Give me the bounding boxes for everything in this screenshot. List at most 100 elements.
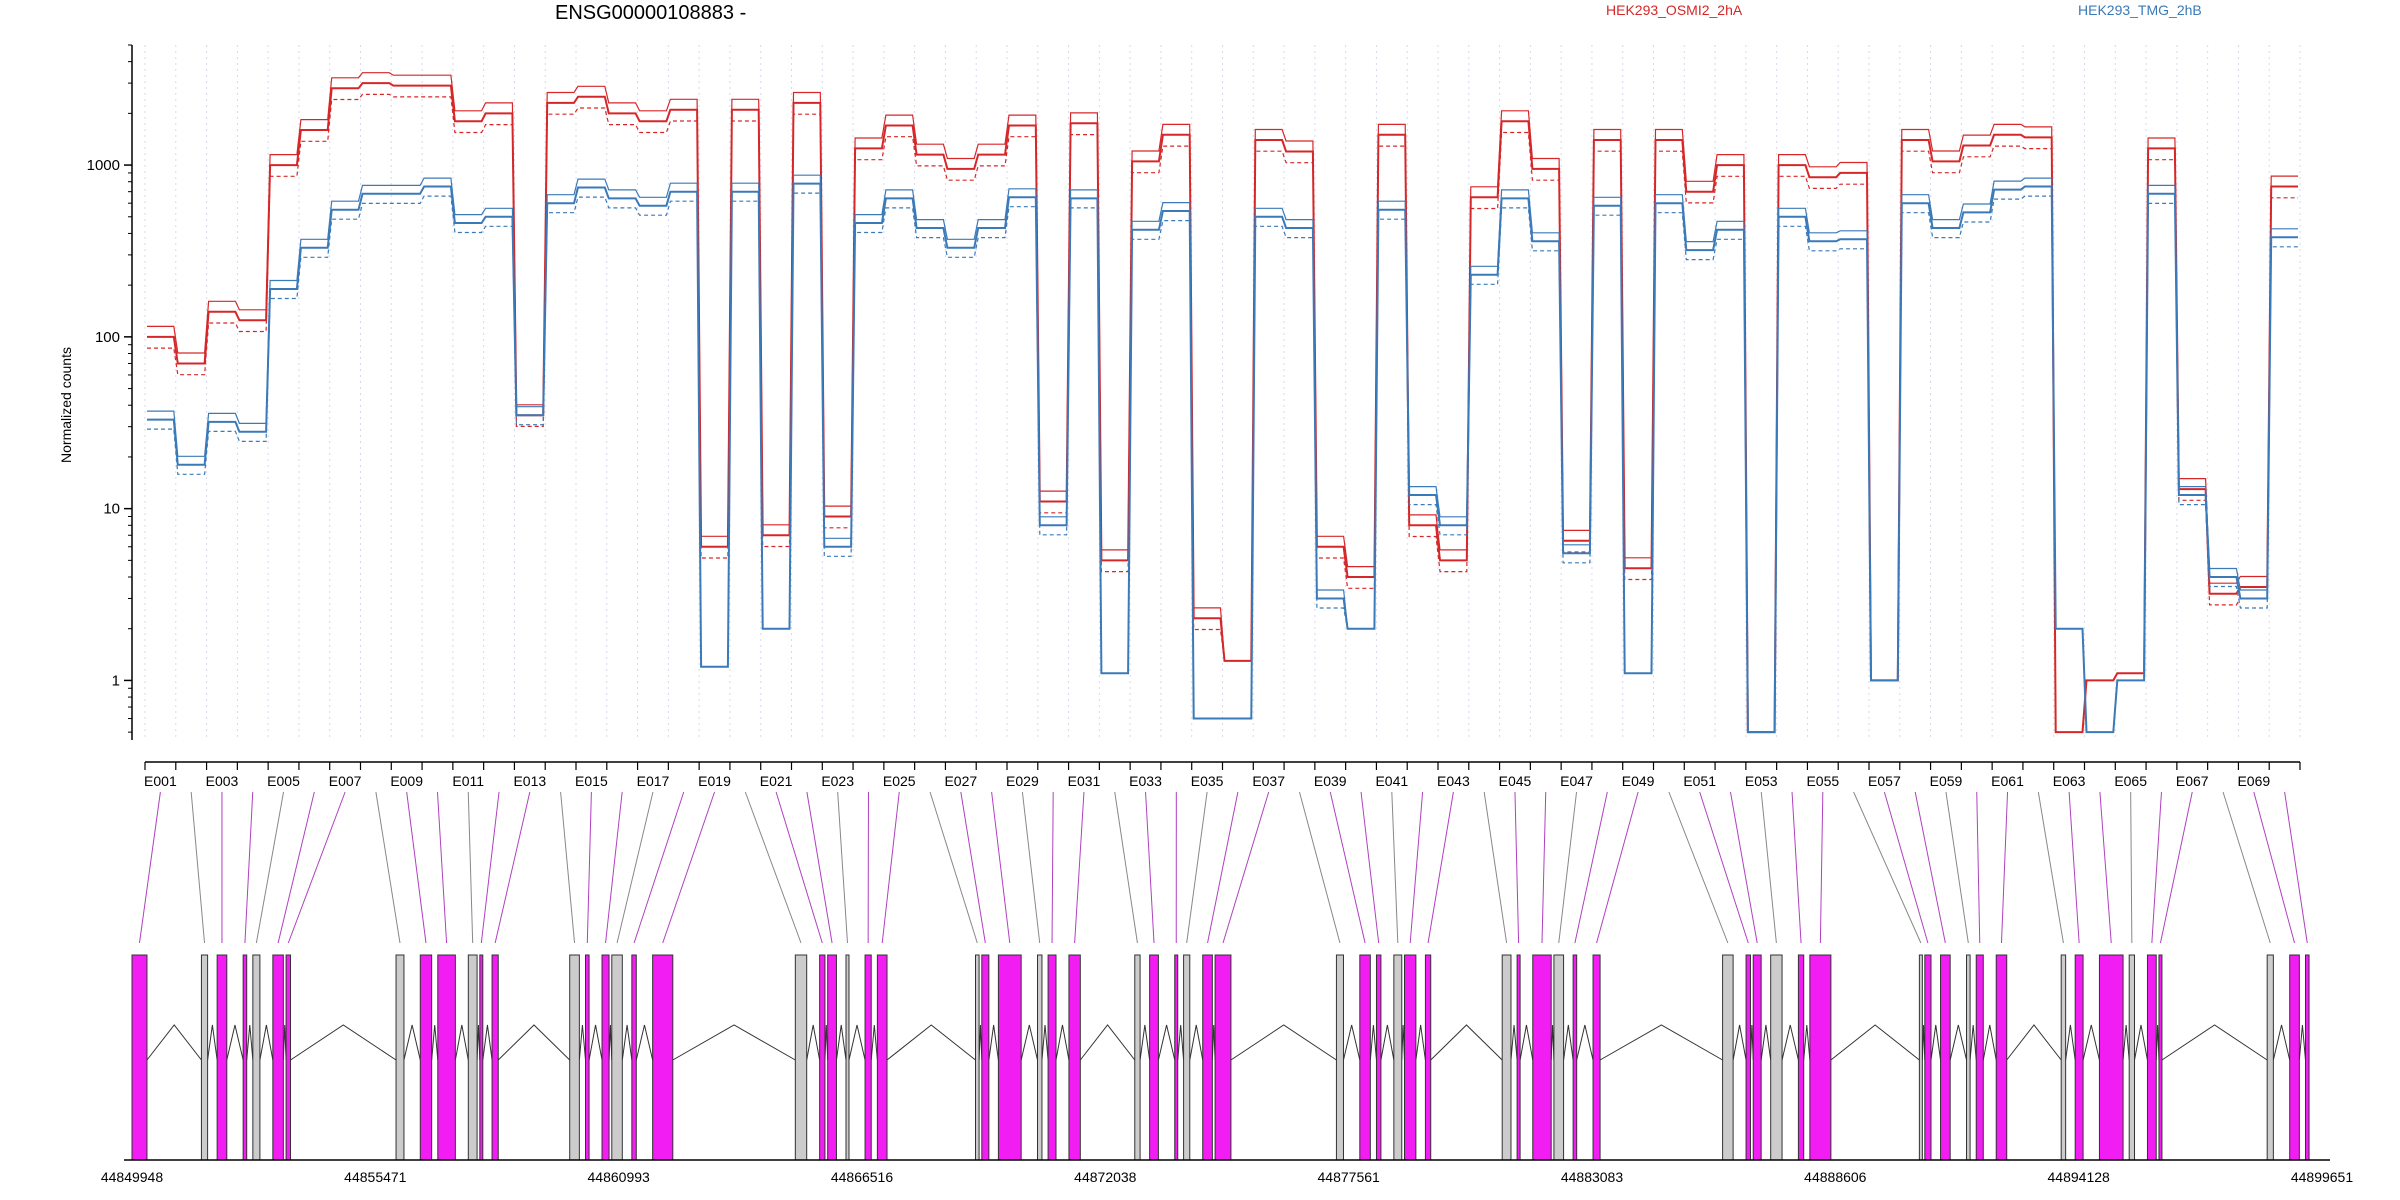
exon-block bbox=[1375, 954, 1382, 1161]
exon-connector bbox=[806, 791, 833, 944]
genomic-tick-label: 44899651 bbox=[2291, 1169, 2354, 1185]
exon-tick-label: E067 bbox=[2176, 773, 2209, 789]
exon-block bbox=[1183, 954, 1191, 1161]
exon-connector bbox=[2284, 791, 2308, 944]
y-tick-label: 10 bbox=[103, 501, 120, 518]
exon-block bbox=[1797, 954, 1805, 1161]
intron-line bbox=[431, 1024, 439, 1061]
exon-connector bbox=[287, 791, 346, 944]
exon-tick-label: E001 bbox=[144, 773, 177, 789]
exon-connector bbox=[991, 791, 1011, 944]
exon-block bbox=[876, 954, 888, 1161]
exon-connector bbox=[1360, 791, 1380, 944]
exon-tick-label: E063 bbox=[2053, 773, 2086, 789]
exon-connector bbox=[467, 791, 474, 944]
exon-tick-label: E057 bbox=[1868, 773, 1901, 789]
intron-line bbox=[1803, 1024, 1811, 1061]
exon-block bbox=[272, 954, 284, 1161]
exon-block bbox=[252, 954, 261, 1161]
intron-line bbox=[848, 1024, 866, 1061]
intron-line bbox=[2006, 1024, 2062, 1061]
intron-line bbox=[1760, 1024, 1772, 1061]
exon-block bbox=[1068, 954, 1081, 1161]
exon-block bbox=[1202, 954, 1213, 1161]
exon-connector bbox=[2068, 791, 2080, 944]
exon-block bbox=[1134, 954, 1141, 1161]
intron-line bbox=[1380, 1024, 1395, 1061]
exon-block bbox=[2289, 954, 2300, 1161]
exon-block bbox=[845, 954, 850, 1161]
exon-connector bbox=[1914, 791, 1946, 944]
exon-connector bbox=[1483, 791, 1508, 944]
exon-connector bbox=[1298, 791, 1341, 944]
intron-line bbox=[2161, 1024, 2268, 1061]
exon-tick-label: E069 bbox=[2237, 773, 2270, 789]
intron-line bbox=[1430, 1024, 1503, 1061]
intron-line bbox=[497, 1024, 571, 1061]
exon-connector bbox=[1514, 791, 1520, 944]
series-line-tmg bbox=[147, 192, 2298, 733]
exon-connector bbox=[662, 791, 716, 944]
exon-block bbox=[2128, 954, 2136, 1161]
exon-block bbox=[1752, 954, 1762, 1161]
exon-tick-label: E029 bbox=[1006, 773, 1039, 789]
intron-line bbox=[1781, 1024, 1799, 1061]
exon-tick-label: E019 bbox=[698, 773, 731, 789]
intron-line bbox=[672, 1024, 796, 1061]
intron-line bbox=[226, 1024, 244, 1061]
intron-line bbox=[1415, 1024, 1426, 1061]
intron-line bbox=[1020, 1024, 1038, 1061]
exon-block bbox=[1745, 954, 1752, 1161]
intron-line bbox=[207, 1024, 218, 1061]
genomic-tick-label: 44855471 bbox=[344, 1169, 407, 1185]
y-tick-label: 1000 bbox=[87, 157, 120, 174]
exon-connector bbox=[1945, 791, 1969, 944]
y-tick-label: 1 bbox=[112, 672, 120, 689]
exon-tick-label: E005 bbox=[267, 773, 300, 789]
exon-connector bbox=[436, 791, 448, 944]
exon-tick-label: E027 bbox=[944, 773, 977, 789]
exon-block bbox=[1770, 954, 1783, 1161]
exon-block bbox=[981, 954, 990, 1161]
intron-line bbox=[1732, 1024, 1747, 1061]
exon-tick-label: E065 bbox=[2114, 773, 2147, 789]
exon-block bbox=[1966, 954, 1971, 1161]
intron-line bbox=[870, 1024, 878, 1061]
intron-line bbox=[403, 1024, 421, 1061]
exon-connector bbox=[494, 791, 531, 944]
exon-block bbox=[569, 954, 580, 1161]
axes: 1 10 100 1000 E001 E003 E005 E007 E009 E011 E013 E0… bbox=[87, 44, 2301, 789]
exon-tick-label: E007 bbox=[329, 773, 362, 789]
exon-block bbox=[1174, 954, 1179, 1161]
intron-line bbox=[1342, 1024, 1361, 1061]
y-tick-label: 100 bbox=[95, 329, 120, 346]
exon-block bbox=[479, 954, 484, 1161]
exon-connector bbox=[2130, 791, 2133, 944]
exon-connector bbox=[480, 791, 500, 944]
exon-block bbox=[611, 954, 623, 1161]
exon-block bbox=[1214, 954, 1232, 1161]
exon-block bbox=[1995, 954, 2008, 1161]
exon-block bbox=[1918, 954, 1923, 1161]
exon-connector bbox=[2000, 791, 2009, 944]
exon-connector bbox=[929, 791, 978, 944]
exon-block bbox=[827, 954, 837, 1161]
intron-line bbox=[1563, 1024, 1574, 1061]
exon-block bbox=[1809, 954, 1832, 1161]
genomic-tick-label: 44883083 bbox=[1561, 1169, 1624, 1185]
intron-line bbox=[621, 1024, 633, 1061]
intron-line bbox=[635, 1024, 654, 1061]
intron-line bbox=[1177, 1024, 1185, 1061]
intron-line bbox=[1157, 1024, 1176, 1061]
exon-connector bbox=[1729, 791, 1758, 944]
exon-tick-label: E043 bbox=[1437, 773, 1470, 789]
exon-connector bbox=[1541, 791, 1547, 944]
exon-tick-label: E011 bbox=[452, 773, 484, 789]
exon-block bbox=[285, 954, 292, 1161]
exon-block bbox=[1722, 954, 1734, 1161]
genomic-tick-label: 44872038 bbox=[1074, 1169, 1137, 1185]
exon-block bbox=[216, 954, 228, 1161]
genomic-tick-label: 44888606 bbox=[1804, 1169, 1867, 1185]
exon-tick-label: E041 bbox=[1375, 773, 1408, 789]
exon-tick-label: E031 bbox=[1068, 773, 1101, 789]
